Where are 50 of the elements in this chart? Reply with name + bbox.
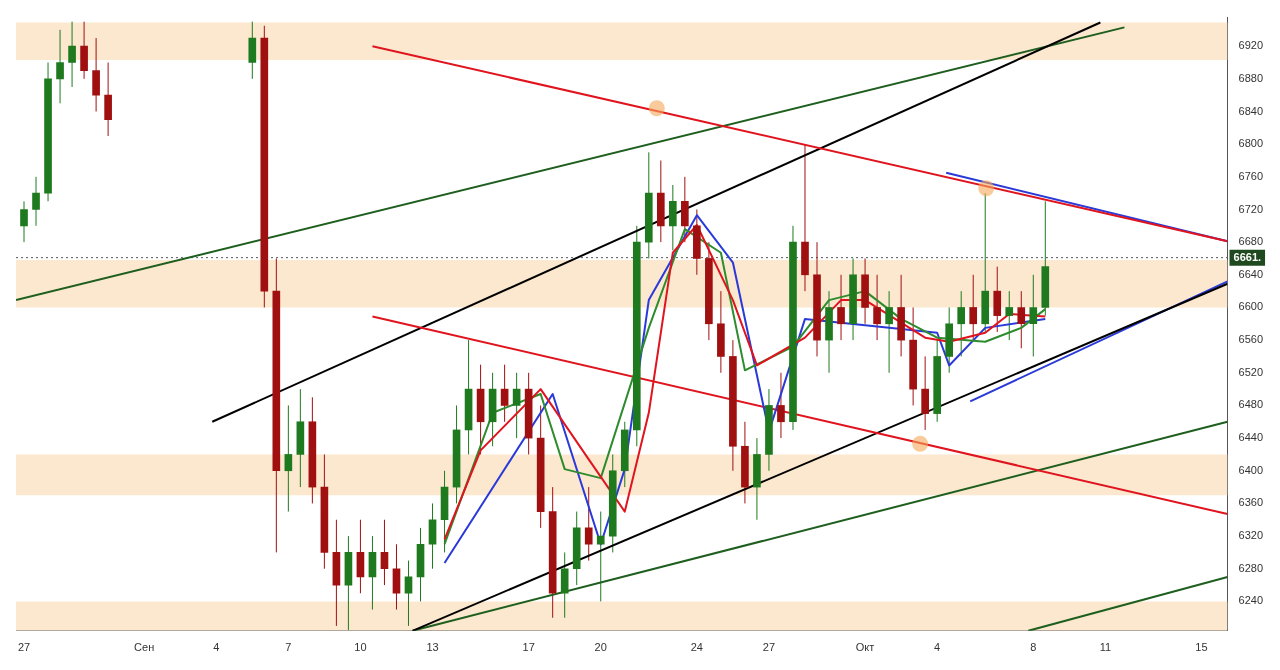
candlestick <box>1029 274 1038 357</box>
candlestick <box>957 290 966 357</box>
x-tick-label: 17 <box>522 641 535 654</box>
y-tick-label: 6560 <box>1238 333 1264 346</box>
y-tick-label: 6800 <box>1238 137 1264 150</box>
candlestick <box>500 364 509 423</box>
candlestick <box>873 274 881 341</box>
candlestick <box>1017 290 1026 349</box>
x-tick-label: 8 <box>1030 641 1037 654</box>
y-tick-label: 6680 <box>1238 235 1264 248</box>
candlestick <box>512 372 521 439</box>
y-tick-label: 6520 <box>1238 365 1264 378</box>
ref-line-label: 6661. <box>1233 250 1262 263</box>
x-tick-label: 11 <box>1099 641 1112 654</box>
candlestick <box>596 511 605 602</box>
candlestick <box>404 560 413 627</box>
y-tick-label: 6240 <box>1238 594 1264 607</box>
candlestick <box>380 519 389 586</box>
candlestick <box>837 274 845 341</box>
x-tick-label: Сен <box>134 641 155 654</box>
x-tick-label: 10 <box>354 641 367 654</box>
y-tick-label: 6600 <box>1238 300 1264 313</box>
y-tick-label: 6280 <box>1238 561 1264 574</box>
y-tick-label: 6320 <box>1238 529 1264 542</box>
x-tick-label: 15 <box>1195 641 1208 654</box>
y-tick-label: 6840 <box>1238 104 1264 117</box>
y-tick-label: 6920 <box>1238 39 1264 52</box>
y-tick-label: 6440 <box>1238 431 1264 444</box>
y-tick-label: 6880 <box>1238 71 1264 84</box>
x-tick-label: 20 <box>594 641 607 654</box>
x-tick-label: 27 <box>17 641 31 654</box>
candlestick <box>777 372 785 439</box>
x-tick-label: 27 <box>762 641 776 654</box>
x-tick-label: 13 <box>426 641 439 654</box>
x-tick-label: 4 <box>934 641 941 654</box>
y-tick-label: 6720 <box>1238 202 1264 215</box>
x-tick-label: 7 <box>285 641 292 654</box>
y-tick-label: 6360 <box>1238 496 1264 509</box>
candlestick <box>1005 290 1014 341</box>
x-tick-label: 4 <box>213 641 220 654</box>
y-tick-label: 6400 <box>1238 463 1264 476</box>
y-tick-label: 6480 <box>1238 398 1264 411</box>
y-tick-label: 6760 <box>1238 169 1264 182</box>
candlestick <box>969 274 978 341</box>
candlestick <box>284 404 293 513</box>
candlestick <box>584 486 593 562</box>
x-tick-label: 24 <box>690 641 703 654</box>
y-tick-label: 6640 <box>1238 267 1264 280</box>
x-tick-label: Окт <box>855 641 875 654</box>
candlestick <box>885 290 893 374</box>
